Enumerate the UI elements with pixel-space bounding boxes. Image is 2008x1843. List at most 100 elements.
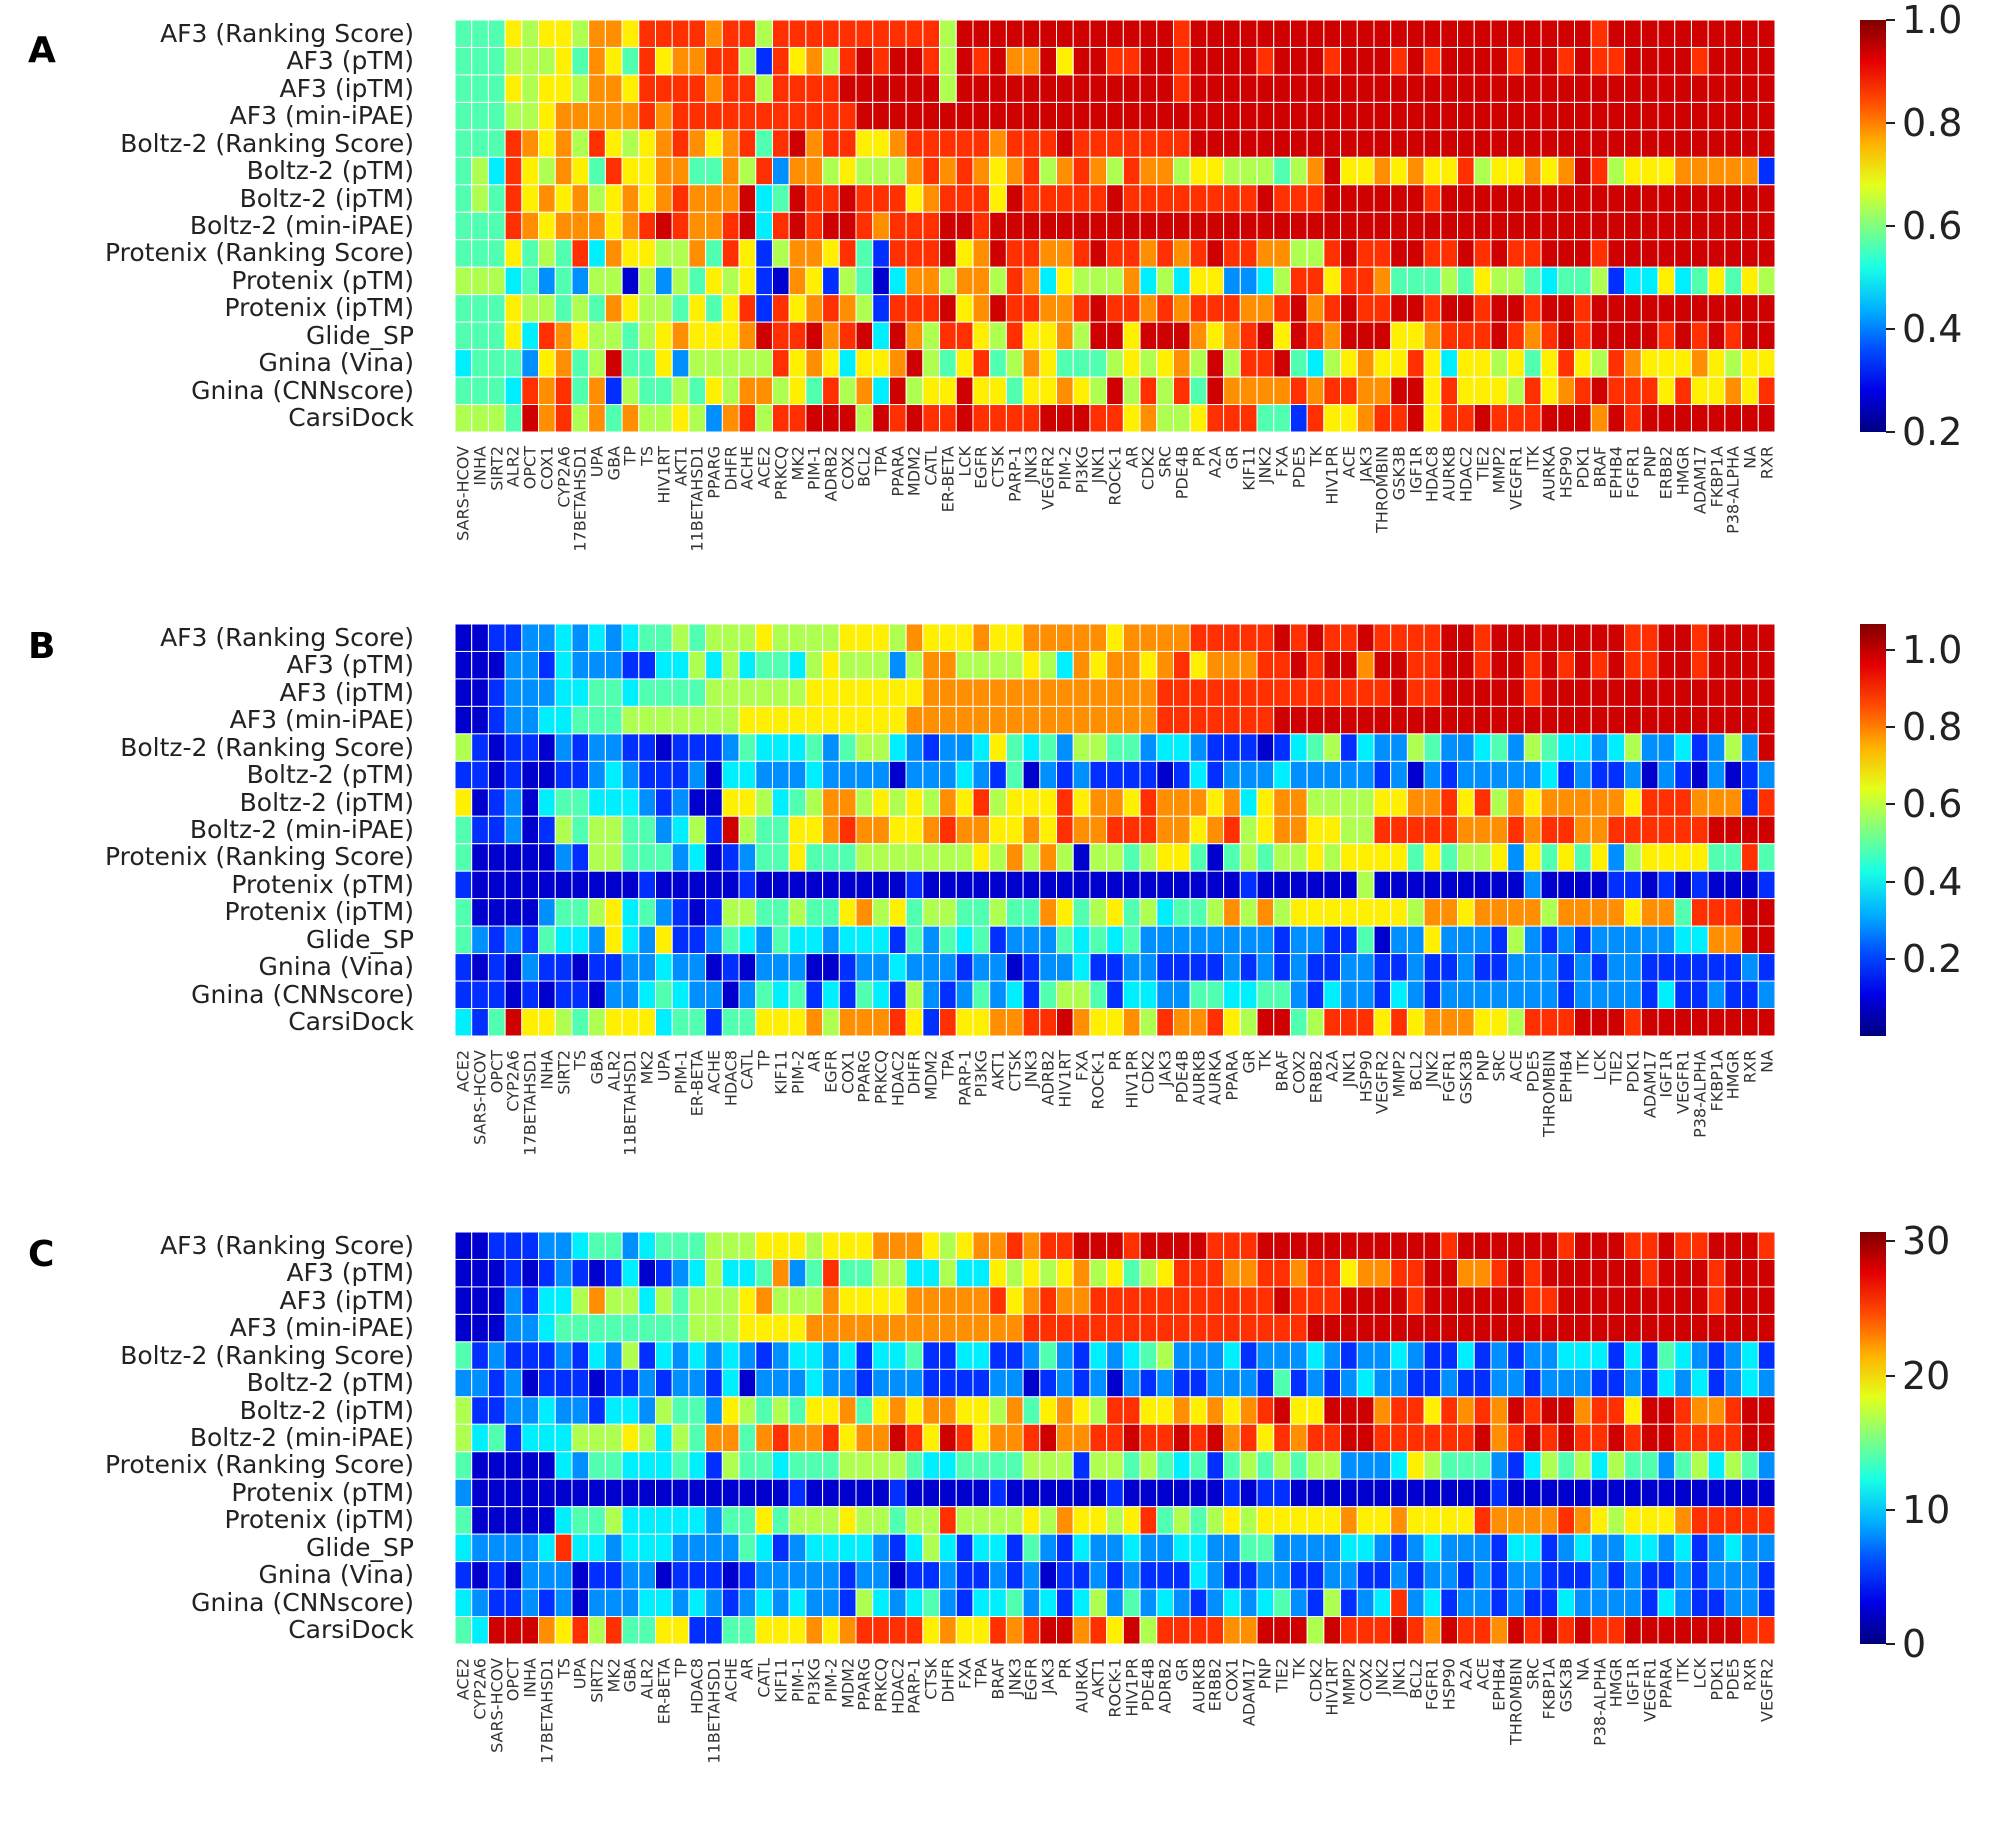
heatmap-cell [1741, 953, 1759, 982]
heatmap-cell [1557, 20, 1575, 48]
colorbar-tick-label: 10 [1902, 1487, 1951, 1532]
heatmap-cell [888, 870, 907, 900]
heatmap-cell [1056, 1451, 1074, 1480]
heatmap-cell [1122, 870, 1141, 900]
heatmap-cell [538, 266, 556, 296]
heatmap-cell [838, 349, 857, 378]
heatmap-cell [1607, 953, 1626, 982]
heatmap-cell [905, 129, 924, 158]
heatmap-cell [721, 1313, 740, 1343]
heatmap-cell [955, 815, 974, 845]
heatmap-cell [1640, 1286, 1659, 1315]
heatmap-cell [1707, 760, 1726, 790]
heatmap-cell [922, 1616, 941, 1644]
heatmap-cell [822, 20, 840, 48]
column-label: TPA [971, 1658, 991, 1688]
heatmap-cell [822, 760, 840, 790]
heatmap-cell [1189, 1341, 1208, 1370]
heatmap-cell [1022, 1008, 1041, 1036]
heatmap-cell [1122, 321, 1141, 351]
heatmap-cell [1707, 1396, 1726, 1425]
heatmap-cell [1273, 184, 1291, 213]
heatmap-cell [487, 953, 506, 982]
heatmap-cell [471, 266, 489, 296]
heatmap-cell [671, 1588, 690, 1618]
heatmap-cell [822, 1232, 840, 1260]
heatmap-cell [721, 211, 740, 241]
column-label: DHFR [938, 1658, 958, 1703]
heatmap-cell [1406, 953, 1425, 982]
heatmap-cell [1440, 953, 1459, 982]
heatmap-cell [471, 1313, 489, 1343]
heatmap-cell [1390, 20, 1408, 48]
heatmap-cell [1690, 294, 1709, 323]
heatmap-cell [939, 1506, 957, 1535]
colorbar-tick [1886, 803, 1895, 806]
heatmap-cell [1523, 211, 1542, 241]
heatmap-cell [922, 1478, 941, 1508]
heatmap-cell [1757, 129, 1775, 158]
heatmap-cell [1273, 211, 1291, 241]
heatmap-cell [1072, 46, 1091, 76]
heatmap-cell [1573, 1286, 1592, 1315]
heatmap-cell [771, 705, 790, 735]
heatmap-cell [487, 156, 506, 186]
heatmap-cell [1507, 1258, 1525, 1288]
heatmap-cell [1139, 650, 1158, 680]
heatmap-cell [588, 376, 606, 406]
heatmap-cell [1039, 705, 1058, 735]
heatmap-cell [571, 624, 590, 652]
heatmap-cell [1741, 184, 1759, 213]
heatmap-cell [738, 925, 757, 955]
heatmap-cell [1306, 1286, 1325, 1315]
heatmap-cell [755, 266, 773, 296]
heatmap-cell [905, 1396, 924, 1425]
heatmap-cell [455, 404, 473, 432]
heatmap-cell [655, 129, 673, 158]
heatmap-cell [1139, 760, 1158, 790]
heatmap-cell [1423, 129, 1442, 158]
heatmap-cell [1674, 1396, 1692, 1425]
heatmap-cell [554, 156, 573, 186]
heatmap-cell [1206, 1451, 1225, 1480]
heatmap-cell [604, 239, 623, 268]
heatmap-cell [1557, 760, 1575, 790]
heatmap-cell [1590, 46, 1609, 76]
heatmap-cell [538, 321, 556, 351]
heatmap-cell [1573, 101, 1592, 131]
heatmap-cell [822, 953, 840, 982]
heatmap-cell [638, 1588, 657, 1618]
heatmap-cell [822, 1008, 840, 1036]
heatmap-cell [1674, 321, 1692, 351]
heatmap-cell [955, 898, 974, 927]
heatmap-cell [688, 898, 707, 927]
heatmap-cell [1172, 1506, 1191, 1535]
heatmap-cell [471, 211, 489, 241]
heatmap-cell [688, 1478, 707, 1508]
heatmap-cell [1223, 404, 1241, 432]
heatmap-cell [1256, 624, 1275, 652]
heatmap-cell [1741, 101, 1759, 131]
column-label: HSP90 [1556, 446, 1576, 499]
heatmap-cell [1340, 843, 1358, 872]
row-label: Protenix (pTM) [231, 869, 414, 899]
heatmap-cell [939, 1423, 957, 1453]
heatmap-cell [1106, 925, 1124, 955]
heatmap-cell [1707, 349, 1726, 378]
heatmap-cell [1406, 349, 1425, 378]
heatmap-cell [1106, 678, 1124, 707]
heatmap-cell [1674, 376, 1692, 406]
heatmap-cell [638, 1533, 657, 1563]
row-label: Boltz-2 (min-iPAE) [189, 1423, 414, 1452]
heatmap-cell [1674, 266, 1692, 296]
heatmap-cell [755, 1451, 773, 1480]
heatmap-cell [1256, 20, 1275, 48]
row-label: AF3 (pTM) [286, 650, 414, 680]
heatmap-cell [1005, 1506, 1024, 1535]
heatmap-cell [1657, 733, 1676, 762]
heatmap-cell [588, 404, 606, 432]
heatmap-cell [1022, 1533, 1041, 1563]
heatmap-cell [1624, 678, 1642, 707]
heatmap-cell [1607, 211, 1626, 241]
heatmap-cell [838, 898, 857, 927]
